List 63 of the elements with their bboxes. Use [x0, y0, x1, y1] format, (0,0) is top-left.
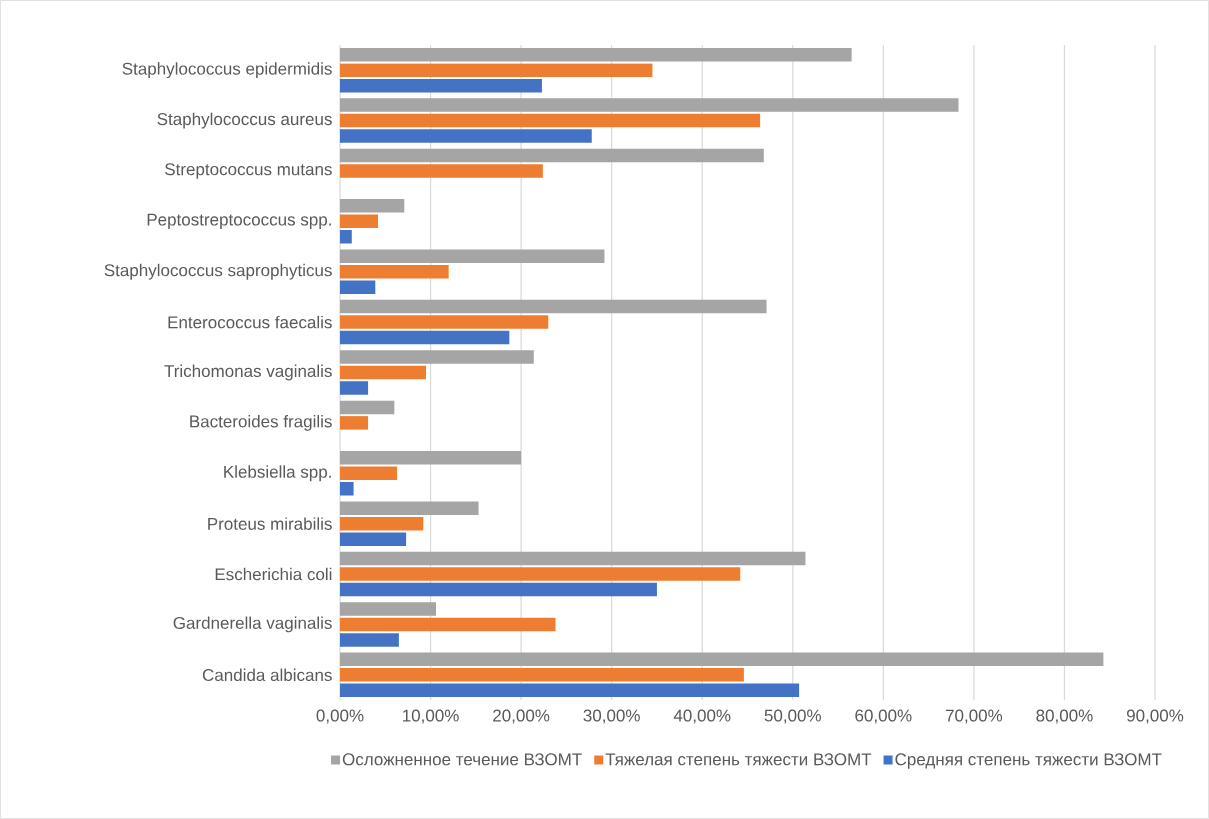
x-tick-label: 20,00%	[493, 709, 550, 724]
x-tick-label: 90,00%	[1126, 709, 1184, 724]
bar	[340, 350, 534, 364]
bar	[340, 501, 479, 515]
bar	[340, 299, 767, 314]
bar	[340, 78, 542, 93]
bar	[340, 164, 543, 178]
bar	[340, 280, 376, 294]
bar	[340, 400, 395, 415]
bar	[340, 551, 806, 566]
x-tick-label: 0,00%	[316, 709, 364, 724]
legend-label: Осложненное течение ВЗОМТ	[342, 753, 582, 766]
bar	[340, 214, 379, 229]
bar	[340, 98, 959, 112]
x-tick-label: 50,00%	[764, 709, 821, 724]
bar	[340, 330, 510, 345]
bar	[340, 668, 744, 682]
bar	[340, 416, 369, 430]
bar	[340, 652, 1104, 667]
y-tick-label: Enterococcus faecalis	[168, 315, 332, 329]
y-tick-label: Candida albicans	[202, 668, 332, 682]
bar	[340, 451, 522, 465]
bar	[340, 47, 852, 62]
bar	[340, 63, 653, 77]
bar	[340, 516, 424, 531]
y-tick-label: Staphylococcus saprophyticus	[104, 263, 332, 280]
bar	[340, 129, 592, 143]
x-tick-label: 40,00%	[673, 709, 731, 724]
y-tick-label: Proteus mirabilis	[208, 517, 332, 530]
y-tick-label: Klebsiella spp.	[224, 465, 331, 482]
legend-label: Тяжелая степень тяжести ВЗОМТ	[605, 753, 872, 766]
y-tick-label: Escherichia coli	[215, 567, 332, 581]
y-tick-label: Staphylococcus aureus	[157, 112, 332, 129]
bar	[340, 113, 761, 128]
y-tick-label: Gardnerella vaginalis	[173, 616, 332, 633]
y-tick-label: Bacteroides fragilis	[190, 414, 332, 431]
x-tick-label: 70,00%	[945, 709, 1003, 724]
x-tick-label: 30,00%	[583, 709, 640, 724]
bar	[340, 567, 741, 581]
y-tick-label: Trichomonas vaginalis	[164, 364, 332, 381]
bar	[340, 249, 605, 263]
bar	[340, 683, 800, 698]
y-tick-label: Staphylococcus epidermidis	[122, 62, 332, 79]
bar	[340, 582, 657, 597]
bar	[340, 264, 449, 279]
bar	[340, 617, 556, 632]
bar	[340, 532, 407, 546]
bar	[340, 466, 398, 481]
x-tick-label: 80,00%	[1036, 709, 1093, 724]
bar	[340, 365, 427, 380]
x-tick-label: 10,00%	[403, 709, 459, 724]
y-tick-label: Streptococcus mutans	[165, 163, 332, 179]
bar	[340, 633, 399, 647]
bar	[340, 381, 369, 395]
bar	[340, 482, 354, 496]
bar	[340, 230, 352, 244]
bar	[340, 199, 405, 213]
bar	[340, 148, 764, 163]
bar	[340, 602, 436, 616]
x-tick-label: 60,00%	[855, 709, 912, 724]
legend-label: Средняя степень тяжести ВЗОМТ	[895, 753, 1162, 769]
y-tick-label: Peptostreptococcus spp.	[147, 213, 331, 229]
bar	[340, 315, 549, 329]
